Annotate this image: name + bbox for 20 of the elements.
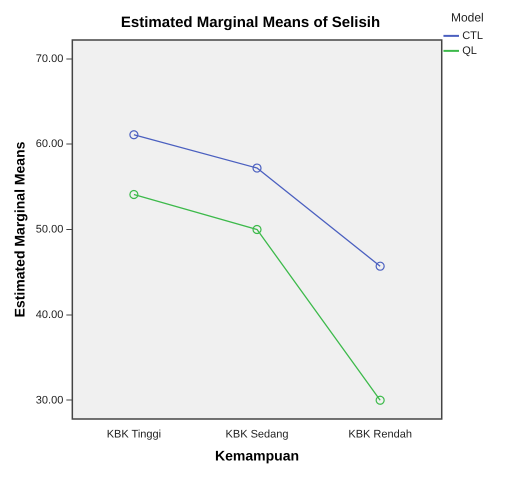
x-tick-label: KBK Tinggi [106,428,162,441]
y-tick-label: 70.00 [36,52,64,65]
legend-label: CTL [462,30,483,42]
point [376,262,385,271]
point [376,396,385,405]
point [129,130,138,140]
x-tick-label: KBK Sedang [226,428,289,441]
y-tick-label: 60.00 [36,138,64,150]
legend-label: QL [462,44,477,57]
point [252,224,262,234]
x-tick-label: KBK Rendah [348,428,412,441]
y-tick-label: 30.00 [36,394,64,406]
y-axis-title: Estimated Marginal Means [11,141,28,318]
y-tick-label: 40.00 [36,308,64,321]
legend-title: Model [451,10,484,24]
y-tick-label: 50.00 [36,224,64,236]
point [129,190,138,200]
point [252,163,262,173]
x-axis-title: Kemampuan [215,447,300,464]
chart-title: Estimated Marginal Means of Selisih [120,14,380,32]
